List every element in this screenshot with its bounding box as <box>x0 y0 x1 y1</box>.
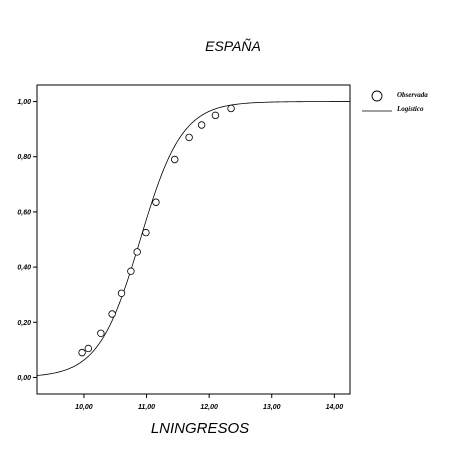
series-observada-points <box>78 104 235 357</box>
y-axis: 0,00 0,20 0,40 0,60 0,80 1,00 <box>17 99 37 382</box>
x-tick-label: 10,00 <box>75 404 93 411</box>
data-point <box>227 104 235 113</box>
data-point <box>171 155 179 164</box>
legend-observada-marker <box>371 90 383 102</box>
data-point <box>78 348 86 357</box>
data-point <box>133 248 141 256</box>
x-axis: 10,00 11,00 12,00 13,00 14,00 <box>75 394 343 411</box>
x-tick-label: 14,00 <box>326 404 344 411</box>
y-tick-label: 0,20 <box>17 320 31 327</box>
data-point <box>185 133 193 142</box>
data-point <box>211 111 220 120</box>
plot-frame <box>36 84 351 395</box>
legend-logistico-label: Logístico <box>396 105 424 113</box>
data-point <box>84 344 93 353</box>
data-point <box>97 329 105 338</box>
x-tick-label: 11,00 <box>138 404 155 411</box>
data-point <box>197 121 206 129</box>
legend: Observada Logístico <box>362 90 428 113</box>
y-tick-label: 1,00 <box>17 99 31 106</box>
x-tick-label: 12,00 <box>200 404 218 411</box>
series-logistico-line <box>36 101 350 376</box>
x-axis-label: LNINGRESOS <box>151 420 249 437</box>
legend-observada-label: Observada <box>397 91 428 99</box>
data-point <box>152 198 160 206</box>
data-point <box>142 228 150 237</box>
x-tick-label: 13,00 <box>263 404 281 411</box>
y-tick-label: 0,80 <box>17 154 31 161</box>
chart-title: ESPAÑA <box>205 38 261 54</box>
y-tick-label: 0,00 <box>17 375 31 382</box>
y-tick-label: 0,60 <box>17 209 31 216</box>
data-point <box>127 267 135 275</box>
data-point <box>117 289 126 297</box>
y-tick-label: 0,40 <box>17 265 31 272</box>
data-point <box>108 310 116 318</box>
